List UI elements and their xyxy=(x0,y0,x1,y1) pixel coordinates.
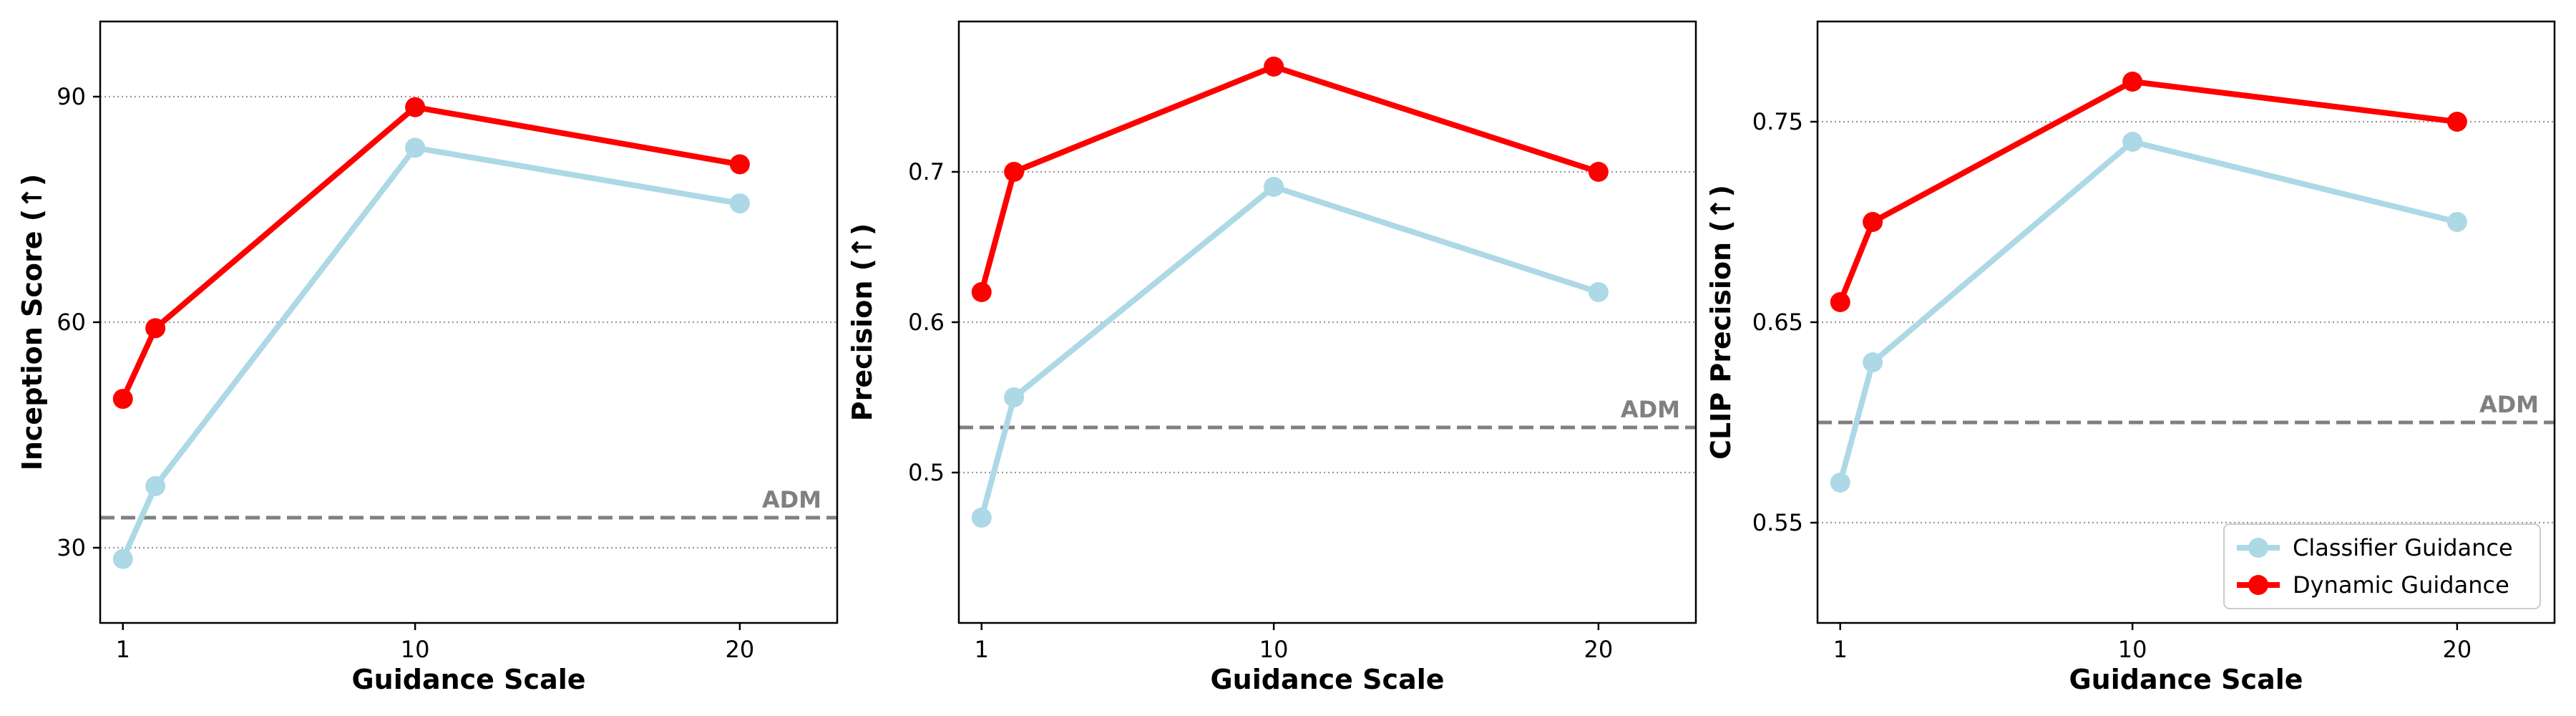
data-point-s1-2 xyxy=(1004,387,1025,407)
data-point-s1-4 xyxy=(2446,212,2467,232)
x-tick-label-2: 20 xyxy=(726,636,755,663)
y-tick-label-1: 60 xyxy=(57,309,86,336)
data-point-s2-1 xyxy=(971,282,992,302)
series-line-2 xyxy=(1837,79,2460,305)
x-tick-label-0: 1 xyxy=(1833,636,1848,663)
reference-label: ADM xyxy=(762,486,821,513)
legend-label-1: Classifier Guidance xyxy=(2293,534,2513,561)
data-point-s1-1 xyxy=(971,508,992,528)
data-point-s1-2 xyxy=(1863,352,1883,372)
y-tick-label-1: 0.6 xyxy=(908,309,945,336)
plot-frame xyxy=(957,20,1697,624)
y-tick-label-1: 0.65 xyxy=(1752,309,1803,336)
data-point-s2-4 xyxy=(2446,112,2467,132)
legend-swatch-marker-2 xyxy=(2248,575,2268,595)
data-point-s2-4 xyxy=(729,154,750,175)
plot-frame xyxy=(99,20,839,624)
data-point-s2-2 xyxy=(1004,162,1025,182)
panel-3: ADM 1 10 20 0.55 0.65 0.75 Guidance Scale CLIP P… xyxy=(1705,20,2556,695)
x-tick-label-1: 10 xyxy=(1259,636,1289,663)
y-axis-title: CLIP Precision (↑) xyxy=(1705,185,1737,460)
y-tick-label-0: 30 xyxy=(57,534,86,561)
x-axis-title: Guidance Scale xyxy=(351,664,585,695)
x-tick-label-1: 10 xyxy=(2118,636,2147,663)
reference-label: ADM xyxy=(2479,391,2539,418)
data-point-s1-3 xyxy=(405,137,426,158)
data-point-s2-1 xyxy=(1830,292,1850,312)
legend: Classifier Guidance Dynamic Guidance xyxy=(2223,523,2541,609)
series-line-2 xyxy=(119,104,743,402)
data-point-s1-2 xyxy=(145,475,166,496)
x-tick-label-0: 1 xyxy=(116,636,130,663)
data-point-s2-4 xyxy=(1588,162,1609,182)
data-point-s1-4 xyxy=(1588,282,1609,302)
reference-label: ADM xyxy=(1621,396,1680,423)
panel-2: ADM 1 10 20 0.5 0.6 0.7 Guidance Scale Precision… xyxy=(847,20,1697,695)
x-axis-title: Guidance Scale xyxy=(1210,664,1444,695)
legend-box xyxy=(2223,523,2541,609)
data-point-s2-3 xyxy=(2122,72,2143,92)
series-line-2 xyxy=(978,64,1601,295)
data-point-s1-3 xyxy=(2122,132,2143,152)
data-point-s1-3 xyxy=(1264,177,1284,197)
y-axis-title: Inception Score (↑) xyxy=(16,174,48,471)
x-axis-title: Guidance Scale xyxy=(2069,664,2303,695)
y-tick-label-0: 0.5 xyxy=(908,459,945,486)
legend-label-2: Dynamic Guidance xyxy=(2293,571,2509,599)
x-tick-label-1: 10 xyxy=(401,636,430,663)
data-point-s1-1 xyxy=(1830,473,1850,493)
series-line-1 xyxy=(978,184,1601,521)
x-tick-label-2: 20 xyxy=(2443,636,2472,663)
series-line-1 xyxy=(119,145,743,562)
data-point-s1-4 xyxy=(729,193,750,214)
y-axis-title: Precision (↑) xyxy=(847,223,878,422)
data-point-s2-2 xyxy=(1863,212,1883,232)
y-tick-label-0: 0.55 xyxy=(1752,509,1803,536)
series-line-1 xyxy=(1837,139,2460,485)
x-tick-label-0: 1 xyxy=(975,636,989,663)
data-point-s1-1 xyxy=(112,548,133,569)
data-point-s2-3 xyxy=(1264,57,1284,77)
data-point-s2-1 xyxy=(112,389,133,410)
legend-swatch-marker-1 xyxy=(2248,538,2268,558)
y-tick-label-2: 0.75 xyxy=(1752,108,1803,135)
x-tick-label-2: 20 xyxy=(1584,636,1614,663)
data-point-s2-3 xyxy=(405,97,426,117)
data-point-s2-2 xyxy=(145,318,166,339)
y-tick-label-2: 0.7 xyxy=(908,158,945,185)
panel-1: ADM 1 10 20 30 60 90 Guidance Scale Inception Sc… xyxy=(16,20,839,695)
y-tick-label-2: 90 xyxy=(57,83,86,110)
